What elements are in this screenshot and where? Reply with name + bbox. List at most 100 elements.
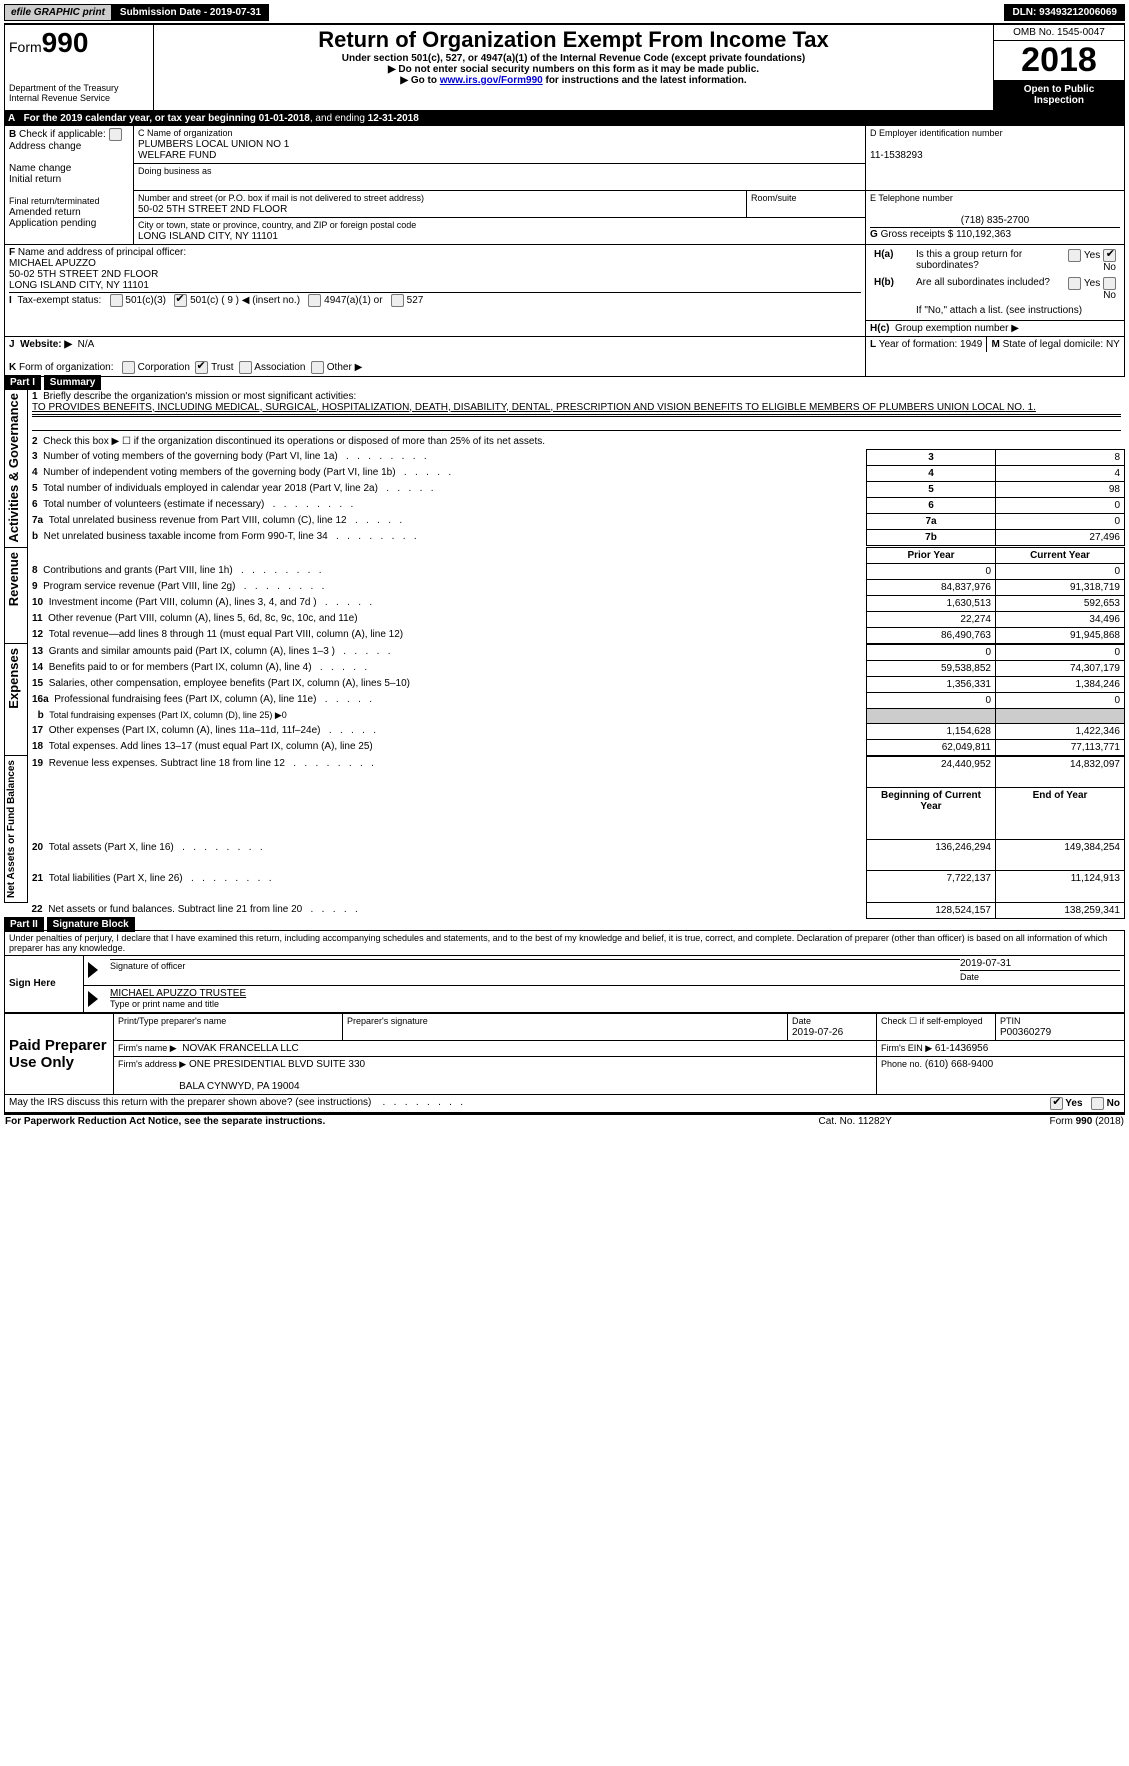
firm-addr2: BALA CYNWYD, PA 19004	[179, 1081, 299, 1092]
state-domicile: State of legal domicile: NY	[1003, 339, 1120, 350]
checkbox-501c[interactable]	[174, 294, 187, 307]
ha-no[interactable]	[1103, 249, 1116, 262]
chk-address: Address change	[9, 141, 81, 152]
form-subtitle-1: Under section 501(c), 527, or 4947(a)(1)…	[158, 53, 989, 64]
website-value: N/A	[78, 339, 95, 350]
pp-date-label: Date	[792, 1016, 811, 1026]
submission-date: Submission Date - 2019-07-31	[112, 4, 269, 21]
officer-typed-label: Type or print name and title	[110, 999, 219, 1009]
street-label: Number and street (or P.O. box if mail i…	[138, 193, 424, 203]
side-ag: Activities & Governance	[5, 389, 22, 547]
f-label: Name and address of principal officer:	[18, 247, 186, 258]
checkbox[interactable]	[109, 128, 122, 141]
c-name-label: C Name of organization	[138, 128, 233, 138]
chk-amended: Amended return	[9, 207, 81, 218]
officer-typed: MICHAEL APUZZO TRUSTEE	[110, 988, 246, 999]
form-subtitle-2: ▶ Do not enter social security numbers o…	[158, 64, 989, 75]
discuss-no[interactable]	[1091, 1097, 1104, 1110]
discuss-yes[interactable]	[1050, 1097, 1063, 1110]
sig-officer-label: Signature of officer	[110, 961, 185, 971]
org-name-2: WELFARE FUND	[138, 150, 216, 161]
pp-check: Check ☐ if self-employed	[881, 1016, 983, 1026]
form-subtitle-3: ▶ Go to www.irs.gov/Form990 for instruct…	[158, 75, 989, 86]
form-label: Form990	[9, 39, 88, 55]
ein-value: 11-1538293	[870, 150, 923, 161]
signature-table: Sign Here Signature of officer 2019-07-3…	[4, 955, 1125, 1013]
part1-header: Part I Summary	[4, 377, 1125, 388]
officer-name: MICHAEL APUZZO	[9, 258, 96, 269]
part2-header: Part II Signature Block	[4, 919, 1125, 930]
sig-date-label: Date	[960, 972, 979, 982]
line-a-text: For the 2019 calendar year, or tax year …	[24, 113, 419, 124]
q2-text: Check this box ▶ ☐ if the organization d…	[43, 436, 545, 447]
col-eoy: End of Year	[996, 787, 1125, 840]
sig-date: 2019-07-31	[960, 958, 1011, 969]
firm-addr1: ONE PRESIDENTIAL BLVD SUITE 330	[189, 1059, 365, 1070]
footer-cat: Cat. No. 11282Y	[766, 1114, 944, 1128]
k-other[interactable]	[311, 361, 324, 374]
dept-treasury: Department of the Treasury	[9, 83, 149, 93]
form-title: Return of Organization Exempt From Incom…	[158, 27, 989, 53]
side-netassets: Net Assets or Fund Balances	[5, 756, 18, 902]
chk-name: Name change	[9, 163, 71, 174]
org-name-1: PLUMBERS LOCAL UNION NO 1	[138, 139, 289, 150]
part1-table: Activities & Governance 1 Briefly descri…	[4, 388, 1125, 919]
hb-no[interactable]	[1103, 277, 1116, 290]
open-to-public: Open to Public Inspection	[994, 80, 1124, 110]
q1-label: Briefly describe the organization's miss…	[43, 391, 356, 402]
dba-label: Doing business as	[138, 166, 212, 176]
penalty-text: Under penalties of perjury, I declare th…	[4, 930, 1125, 955]
paid-preparer-label: Paid Preparer Use Only	[9, 1037, 107, 1071]
hb-note: If "No," attach a list. (see instruction…	[912, 303, 1120, 318]
k-trust[interactable]	[195, 361, 208, 374]
pp-sig-label: Preparer's signature	[347, 1016, 428, 1026]
firm-name: NOVAK FRANCELLA LLC	[182, 1043, 299, 1054]
street-value: 50-02 5TH STREET 2ND FLOOR	[138, 204, 287, 215]
arrow-icon	[88, 962, 98, 978]
header-table: Form990 Department of the Treasury Inter…	[4, 23, 1125, 112]
col-boy: Beginning of Current Year	[867, 787, 996, 840]
col-current: Current Year	[996, 547, 1125, 563]
city-label: City or town, state or province, country…	[138, 220, 416, 230]
discuss-text: May the IRS discuss this return with the…	[9, 1097, 371, 1108]
k-corp[interactable]	[122, 361, 135, 374]
preparer-table: Paid Preparer Use Only Print/Type prepar…	[4, 1013, 1125, 1113]
firm-phone: (610) 668-9400	[925, 1059, 993, 1070]
k-assoc[interactable]	[239, 361, 252, 374]
city-value: LONG ISLAND CITY, NY 11101	[138, 231, 278, 242]
year-formation: Year of formation: 1949	[879, 339, 983, 350]
line-a-label: A	[8, 113, 15, 124]
e-label: E Telephone number	[870, 193, 953, 203]
pp-name-label: Print/Type preparer's name	[118, 1016, 226, 1026]
chk-pending: Application pending	[9, 218, 96, 229]
officer-addr2: LONG ISLAND CITY, NY 11101	[9, 280, 149, 291]
checkbox-4947[interactable]	[308, 294, 321, 307]
entity-table: B Check if applicable: Address change Na…	[4, 125, 1125, 377]
dept-irs: Internal Revenue Service	[9, 93, 149, 103]
ha-text: Is this a group return for subordinates?	[916, 249, 1022, 271]
d-label: D Employer identification number	[870, 128, 1003, 138]
chk-final: Final return/terminated	[9, 196, 100, 206]
ha-yes[interactable]	[1068, 249, 1081, 262]
chk-initial: Initial return	[9, 174, 61, 185]
dln-label: DLN: 93493212006069	[1004, 4, 1125, 21]
hc-text: Group exemption number ▶	[895, 323, 1019, 334]
top-bar: efile GRAPHIC print Submission Date - 20…	[4, 4, 1125, 21]
footer-pra: For Paperwork Reduction Act Notice, see …	[5, 1116, 325, 1127]
firm-ein: 61-1436956	[935, 1043, 988, 1054]
hb-text: Are all subordinates included?	[916, 277, 1050, 288]
efile-button[interactable]: efile GRAPHIC print	[4, 4, 112, 21]
tax-year: 2018	[994, 41, 1124, 80]
checkbox-501c3[interactable]	[110, 294, 123, 307]
omb-number: OMB No. 1545-0047	[994, 25, 1124, 41]
gross-receipts: Gross receipts $ 110,192,363	[881, 229, 1011, 240]
phone-value: (718) 835-2700	[870, 215, 1120, 226]
irs-link[interactable]: www.irs.gov/Form990	[440, 75, 543, 86]
pp-date: 2019-07-26	[792, 1027, 843, 1038]
ptin-label: PTIN	[1000, 1016, 1021, 1026]
side-revenue: Revenue	[5, 548, 22, 610]
checkbox-527[interactable]	[391, 294, 404, 307]
col-prior: Prior Year	[867, 547, 996, 563]
sign-here-label: Sign Here	[9, 978, 56, 989]
hb-yes[interactable]	[1068, 277, 1081, 290]
